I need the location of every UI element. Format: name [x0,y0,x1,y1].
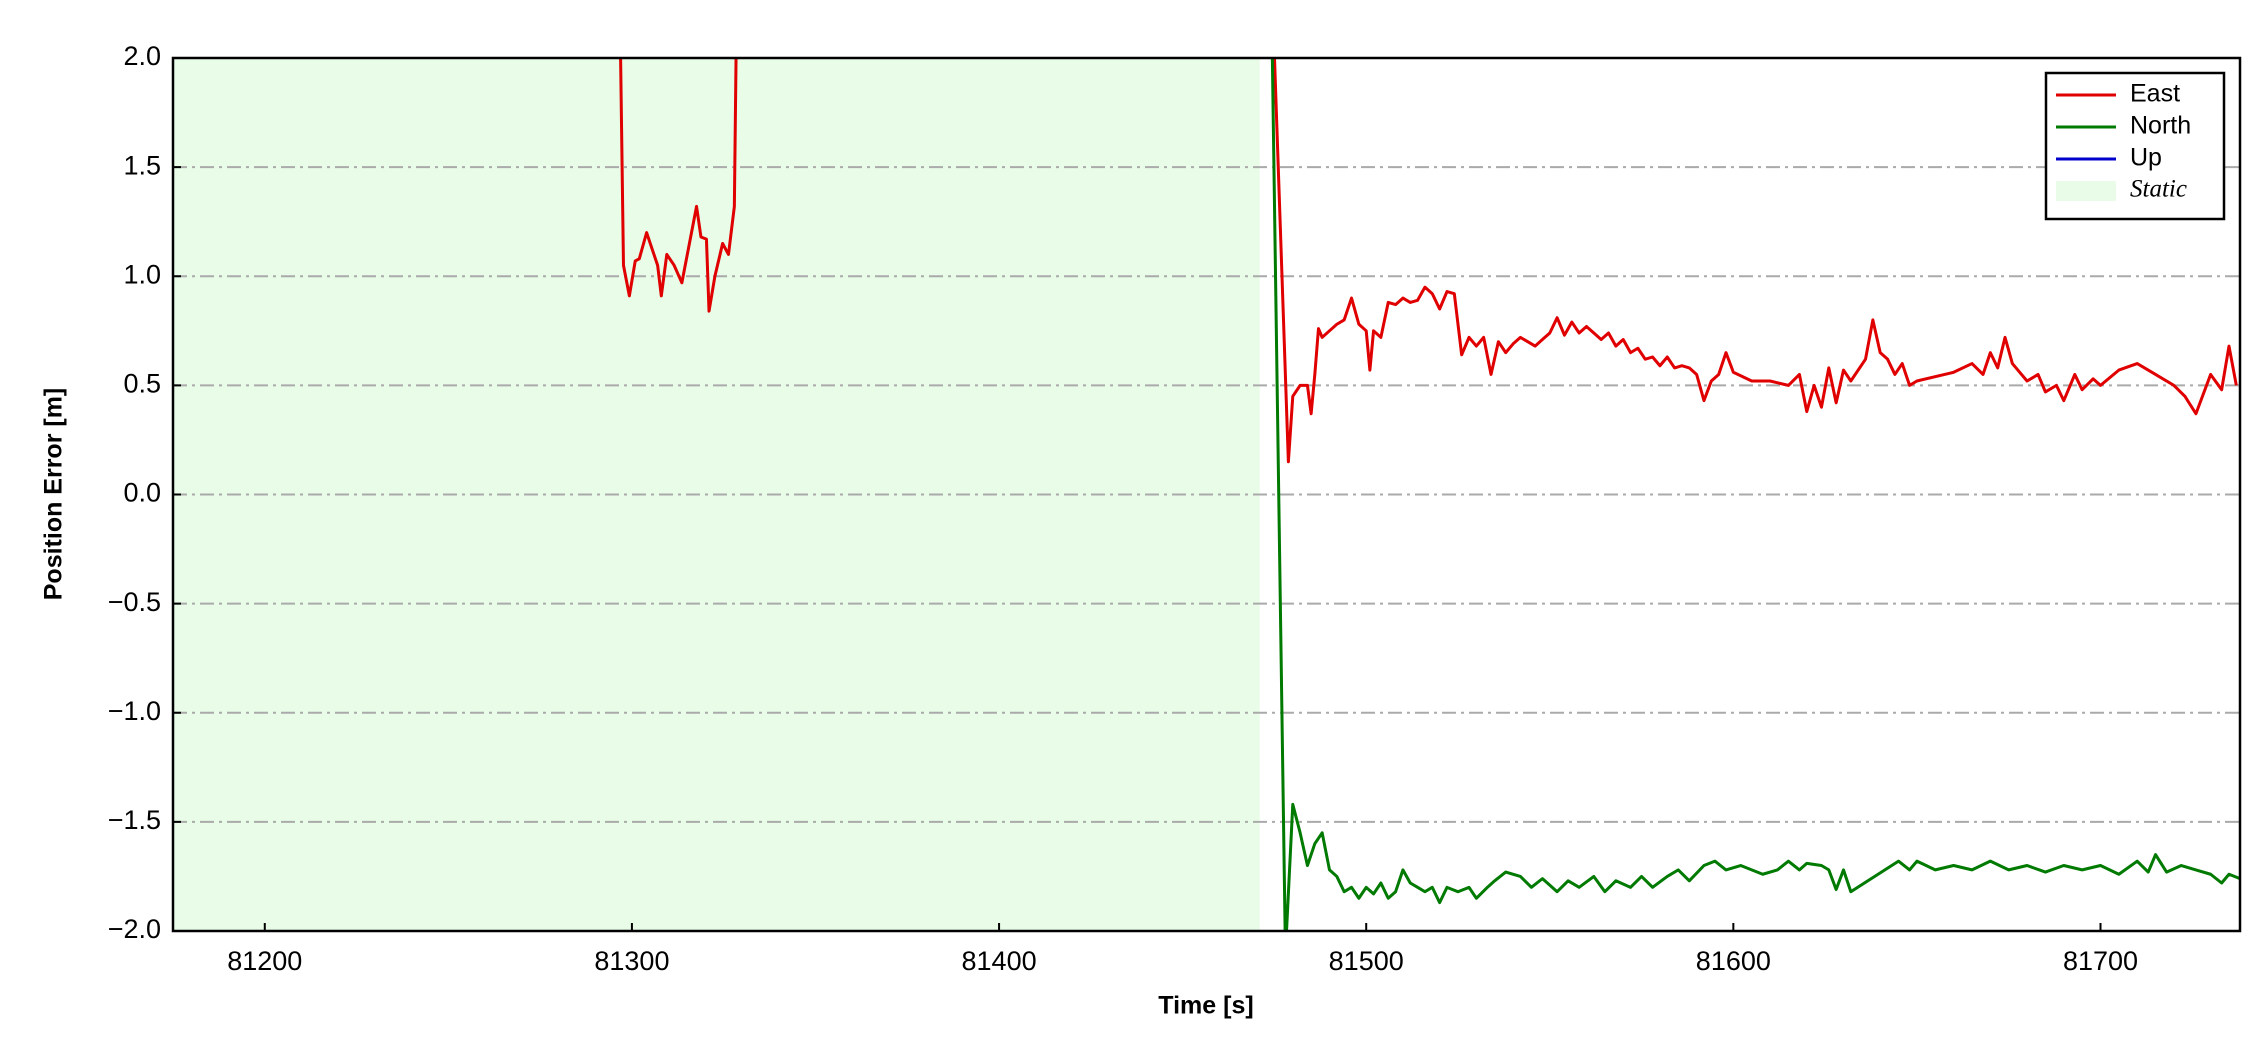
legend-swatch [2056,181,2116,201]
y-tick-label: 2.0 [123,41,161,71]
y-tick-label: 0.5 [123,369,161,399]
x-tick-label: 81300 [594,946,669,976]
y-tick-label: 1.5 [123,150,161,180]
y-tick-label: 1.0 [123,259,161,289]
legend: East North Up Static [2044,71,2226,221]
legend-label: East [2130,80,2180,108]
legend-label: North [2130,112,2191,140]
y-tick-label: −1.0 [108,696,161,726]
plot-frame [171,56,2242,933]
x-tick-label: 81600 [1696,946,1771,976]
x-tick-label: 81400 [962,946,1037,976]
x-tick-label: 81200 [227,946,302,976]
x-tick-label: 81700 [2063,946,2138,976]
series-line [619,58,2238,464]
y-tick-label: 0.0 [123,478,161,508]
legend-label: Up [2130,144,2162,172]
x-axis-label: Time [s] [1158,992,1253,1020]
plot-background [173,57,2240,932]
legend-label: Static [2130,176,2187,203]
y-tick-label: −1.5 [108,805,161,835]
y-tick-label: −2.0 [108,914,161,944]
y-tick-label: −0.5 [108,587,161,617]
y-axis-label: Position Error [m] [40,388,68,601]
x-tick-label: 81500 [1329,946,1404,976]
series-line [1270,58,2240,931]
plot-foreground [171,56,2242,933]
